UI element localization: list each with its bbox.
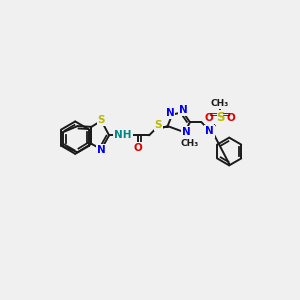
Text: NH: NH [114,130,132,140]
Text: N: N [182,127,190,137]
Text: CH₃: CH₃ [180,139,198,148]
Text: O: O [134,143,143,153]
Text: O: O [205,112,214,123]
Text: S: S [154,120,162,130]
Text: N: N [97,145,106,155]
Text: CH₃: CH₃ [211,99,229,108]
Text: N: N [166,108,174,118]
Text: =: = [209,110,218,120]
Text: N: N [205,127,214,136]
Text: S: S [216,111,224,124]
Text: =: = [221,110,231,120]
Text: O: O [226,112,235,123]
Text: N: N [178,105,188,115]
Text: S: S [98,115,105,125]
